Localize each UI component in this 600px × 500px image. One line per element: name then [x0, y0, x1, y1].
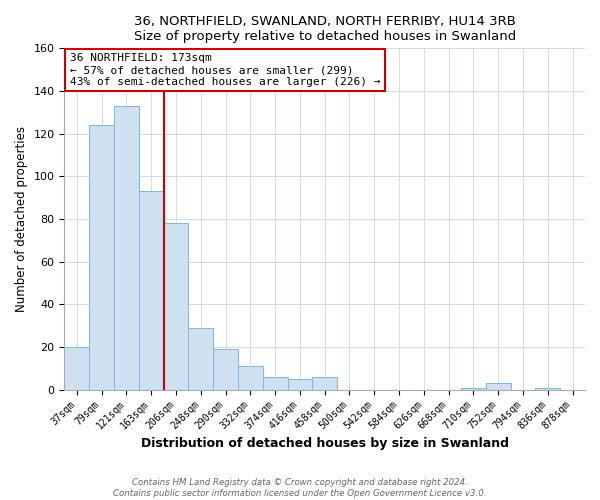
Bar — [263, 377, 287, 390]
Bar — [461, 388, 486, 390]
Bar — [188, 328, 213, 390]
Bar — [238, 366, 263, 390]
Title: 36, NORTHFIELD, SWANLAND, NORTH FERRIBY, HU14 3RB
Size of property relative to d: 36, NORTHFIELD, SWANLAND, NORTH FERRIBY,… — [134, 15, 516, 43]
Text: Contains HM Land Registry data © Crown copyright and database right 2024.
Contai: Contains HM Land Registry data © Crown c… — [113, 478, 487, 498]
Bar — [114, 106, 139, 390]
Bar — [89, 125, 114, 390]
Bar — [486, 384, 511, 390]
Text: 36 NORTHFIELD: 173sqm
← 57% of detached houses are smaller (299)
43% of semi-det: 36 NORTHFIELD: 173sqm ← 57% of detached … — [70, 54, 380, 86]
Bar — [287, 379, 313, 390]
Bar — [313, 377, 337, 390]
Bar — [213, 349, 238, 390]
Bar — [535, 388, 560, 390]
Bar — [139, 192, 164, 390]
Y-axis label: Number of detached properties: Number of detached properties — [15, 126, 28, 312]
Bar — [64, 347, 89, 390]
X-axis label: Distribution of detached houses by size in Swanland: Distribution of detached houses by size … — [141, 437, 509, 450]
Bar — [164, 224, 188, 390]
